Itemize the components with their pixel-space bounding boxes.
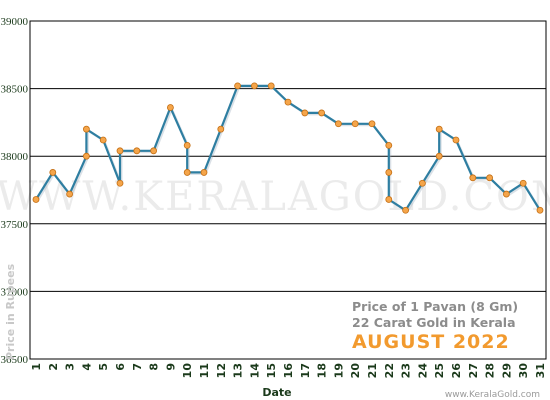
x-tick-label: 14 [248,363,261,379]
data-point [486,174,494,182]
data-point [519,179,527,187]
series [32,82,544,214]
data-point [435,125,443,133]
y-tick-label: 36500 [1,354,29,366]
x-tick-label: 19 [332,363,345,378]
data-point [49,169,57,176]
data-point [66,190,73,198]
x-tick-label: 5 [97,363,110,371]
x-tick-label: 15 [265,363,278,378]
x-tick-label: 8 [148,363,161,371]
x-tick-label: 30 [517,363,530,379]
y-tick-label: 39000 [1,16,29,28]
data-point [502,190,510,198]
data-point [368,120,376,128]
data-point [318,109,326,117]
data-point [234,82,242,90]
x-tick-label: 6 [114,363,127,371]
data-point [250,82,258,90]
info-month: AUGUST 2022 [352,331,510,353]
info-line-2: 22 Carat Gold in Kerala [352,315,516,330]
y-tick-label: 37000 [1,286,29,298]
x-tick-label: 10 [181,363,194,379]
data-point [536,206,544,214]
data-point [334,120,342,128]
data-point [116,179,124,187]
x-tick-label: 12 [215,363,228,378]
data-point [402,206,410,214]
x-tick-label: 24 [416,363,429,379]
x-tick-label: 31 [534,363,547,378]
x-tick-label: 29 [500,363,513,378]
data-point [435,152,443,160]
x-tick-label: 9 [164,363,177,371]
x-tick-label: 28 [484,363,497,378]
x-tick-label: 23 [400,363,413,378]
x-tick-label: 13 [232,363,245,378]
x-tick-label: 21 [366,363,379,378]
x-tick-label: 26 [450,363,463,379]
plot-frame [29,20,547,360]
info-line-1: Price of 1 Pavan (8 Gm) [352,299,518,314]
data-point [385,169,393,176]
data-point [200,169,208,176]
data-point [385,196,393,203]
y-tick-label: 37500 [1,219,29,231]
data-point [452,136,460,144]
x-tick-label: 22 [383,363,396,378]
x-tick-label: 1 [30,363,43,371]
credit-text: www.KeralaGold.com [445,390,540,400]
data-point [150,147,158,155]
watermark-layer: WWW.KERALAGOLD.COM [0,174,550,220]
data-point [133,147,141,155]
x-tick-label: 25 [433,363,446,378]
data-point [469,174,477,182]
x-tick-label: 16 [282,363,295,379]
x-axis-label: Date [262,386,291,399]
x-tick-label: 17 [299,363,312,378]
data-point [32,196,40,203]
data-point [183,141,191,149]
y-axis-label: Price in Rupees [4,263,17,360]
x-tick-label: 2 [47,363,60,371]
data-point [166,104,174,111]
data-point [301,109,309,117]
data-point [418,179,426,187]
watermark-text: WWW.KERALAGOLD.COM [0,174,550,220]
x-tick-label: 4 [80,363,93,371]
y-tick-label: 38500 [1,84,29,96]
data-point [183,169,191,176]
x-tick-label: 3 [64,363,77,371]
y-axis-ticks: 36500 37000 37500 38000 38500 39000 [1,16,29,366]
data-point [284,98,292,106]
data-point [83,125,90,133]
x-tick-label: 20 [349,363,362,379]
data-point [83,152,90,160]
info-box: Price of 1 Pavan (8 Gm) 22 Carat Gold in… [352,299,518,353]
x-tick-label: 27 [467,363,480,378]
data-point [267,82,275,90]
x-tick-label: 7 [131,363,144,371]
x-tick-label: 11 [198,363,211,378]
y-tick-label: 38000 [1,151,29,163]
data-point [385,141,393,149]
data-point [217,125,225,133]
data-point [116,147,124,155]
x-tick-label: 18 [316,363,329,378]
data-point [351,120,359,128]
x-axis-ticks: 1 2 3 4 5 6 7 8 9 10 11 12 13 14 15 16 17 18 19 20 21 22 23 24 2… [30,363,547,379]
data-point [99,136,107,144]
